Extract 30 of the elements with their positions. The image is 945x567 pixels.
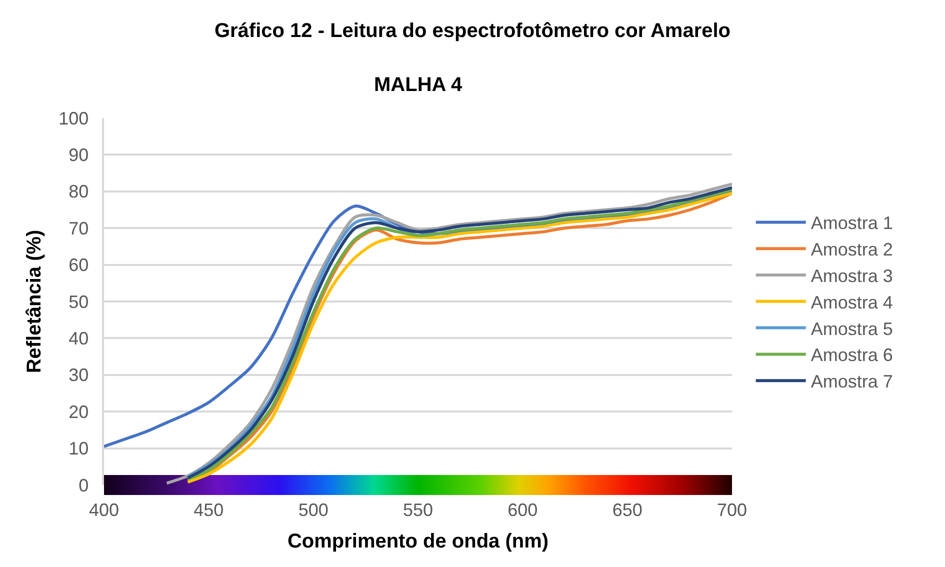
- y-tick-label: 30: [68, 365, 89, 386]
- legend-label: Amostra 1: [810, 213, 893, 234]
- legend-label: Amostra 7: [810, 372, 893, 392]
- legend-label: Amostra 6: [810, 345, 893, 366]
- x-tick-label: 650: [612, 500, 642, 520]
- y-tick-label: 40: [68, 328, 89, 348]
- legend-label: Amostra 4: [810, 292, 893, 312]
- y-tick-label: 20: [68, 402, 89, 422]
- y-tick-label: 60: [68, 255, 89, 276]
- chart-subtitle: MALHA 4: [374, 74, 464, 96]
- x-axis-title: Comprimento de onda (nm): [287, 530, 549, 552]
- line-series: [104, 190, 732, 448]
- y-tick-label: 100: [58, 108, 89, 128]
- legend-label: Amostra 2: [810, 240, 893, 260]
- y-axis-title: Refletância (%): [24, 230, 46, 374]
- y-tick-label: 10: [68, 438, 89, 459]
- x-tick-label: 400: [88, 500, 120, 520]
- x-tick-label: 600: [508, 500, 538, 520]
- x-tick-label: 700: [716, 500, 748, 520]
- y-tick-label: 50: [68, 292, 89, 312]
- y-tick-label: 80: [68, 182, 89, 202]
- x-tick-label: 550: [402, 500, 434, 520]
- legend-label: Amostra 5: [810, 318, 893, 339]
- y-tick-label: 70: [68, 218, 89, 238]
- y-tick-label: 90: [68, 145, 89, 165]
- x-tick-label: 450: [194, 500, 224, 520]
- x-tick-label: 500: [298, 500, 328, 520]
- chart-title: Gráfico 12 - Leitura do espectrofotômetro cor Amarelo: [214, 20, 731, 42]
- y-tick-label: 0: [78, 475, 89, 496]
- legend-label: Amostra 3: [810, 266, 893, 286]
